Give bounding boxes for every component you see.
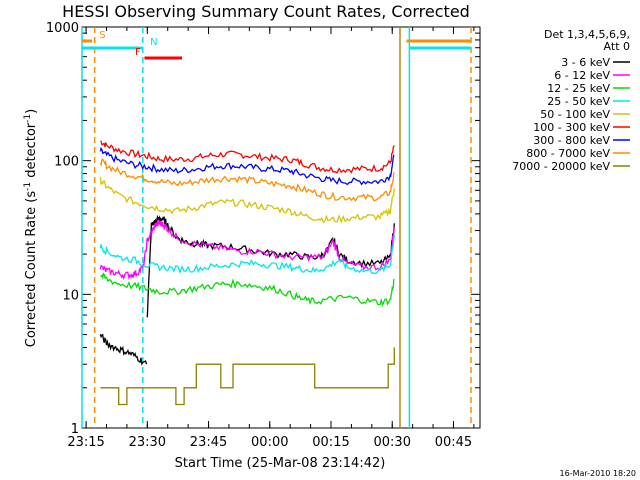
- cyan-bar-N-label: N: [150, 37, 157, 48]
- legend-label: 3 - 6 keV: [561, 56, 610, 69]
- axis-ticks: 23:15 23:30 23:45 00:00 00:15 00:30 00:45 1 10 10…: [46, 21, 480, 450]
- x-tick-label: 23:30: [129, 435, 166, 450]
- legend-label: 100 - 300 keV: [533, 121, 610, 134]
- x-tick-label: 00:15: [312, 435, 349, 450]
- legend-header: Att 0: [604, 40, 630, 53]
- series-line-6: [99, 234, 395, 275]
- y-tick-label: 1000: [46, 21, 79, 36]
- series-line-7: [100, 272, 395, 308]
- series-line-2: [99, 158, 395, 202]
- legend-header: Det 1,3,4,5,6,9,: [544, 28, 630, 41]
- legend-label: 7000 - 20000 keV: [512, 160, 610, 173]
- y-tick-label: 100: [54, 155, 79, 170]
- legend-label: 6 - 12 keV: [554, 69, 610, 82]
- legend-label: 300 - 800 keV: [533, 134, 610, 147]
- series-line-3: [99, 176, 395, 224]
- y-tick-label: 10: [62, 288, 79, 303]
- y-axis-label: Corrected Count Rate (s-1 detector-1): [23, 109, 39, 347]
- x-axis-label: Start Time (25-Mar-08 23:14:42): [175, 456, 386, 471]
- chart-title: HESSI Observing Summary Count Rates, Cor…: [62, 2, 470, 21]
- red-bar-F-label: F: [135, 47, 141, 58]
- plot-frame: [81, 26, 481, 429]
- series-line-9: [100, 347, 395, 406]
- legend-label: 12 - 25 keV: [547, 82, 610, 95]
- x-tick-label: 00:30: [374, 435, 411, 450]
- time-markers: [81, 27, 472, 428]
- series-line-1: [99, 146, 395, 186]
- x-tick-label: 23:15: [67, 435, 104, 450]
- y-tick-label: 1: [71, 422, 79, 437]
- legend-label: 800 - 7000 keV: [526, 147, 610, 160]
- legend-label: 50 - 100 keV: [540, 108, 610, 121]
- x-tick-label: 00:00: [251, 435, 288, 450]
- status-bars: S NF: [82, 30, 472, 60]
- legend-label: 25 - 50 keV: [547, 95, 610, 108]
- x-tick-label: 23:45: [190, 435, 227, 450]
- footer-timestamp: 16-Mar-2010 18:20: [560, 469, 637, 478]
- series-lines: [99, 140, 395, 406]
- series-line-8: [99, 333, 148, 366]
- x-tick-label: 00:45: [435, 435, 472, 450]
- series-line-0: [100, 140, 395, 174]
- orange-bar-S-label: S: [99, 30, 105, 41]
- series-line-5: [99, 218, 395, 281]
- series-line-4: [146, 214, 395, 318]
